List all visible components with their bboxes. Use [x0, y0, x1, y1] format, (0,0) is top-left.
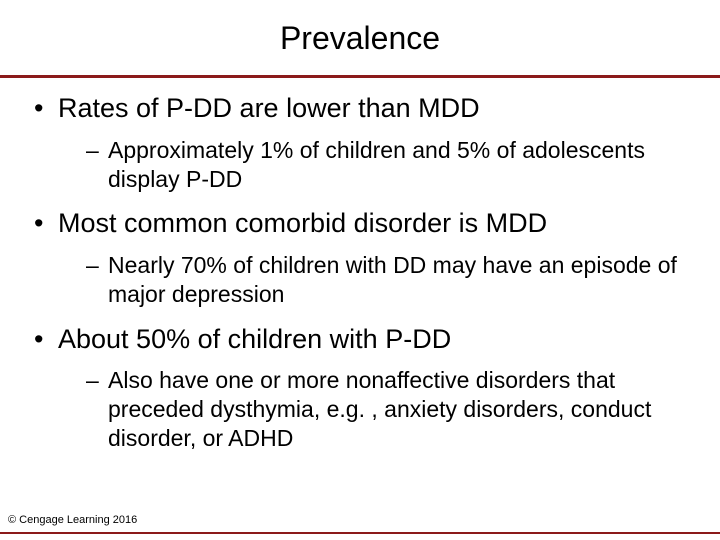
bullet-level-1: About 50% of children with P-DD	[30, 323, 690, 357]
bullet-level-2: Also have one or more nonaffective disor…	[30, 366, 690, 452]
bullet-level-2: Approximately 1% of children and 5% of a…	[30, 136, 690, 194]
copyright-text: © Cengage Learning 2016	[8, 514, 137, 526]
slide: Prevalence Rates of P-DD are lower than …	[0, 0, 720, 540]
divider-bottom	[0, 532, 720, 534]
bullet-level-2: Nearly 70% of children with DD may have …	[30, 251, 690, 309]
bullet-level-1: Most common comorbid disorder is MDD	[30, 207, 690, 241]
slide-title: Prevalence	[0, 0, 720, 75]
content-area: Rates of P-DD are lower than MDD Approxi…	[0, 78, 720, 453]
bullet-level-1: Rates of P-DD are lower than MDD	[30, 92, 690, 126]
